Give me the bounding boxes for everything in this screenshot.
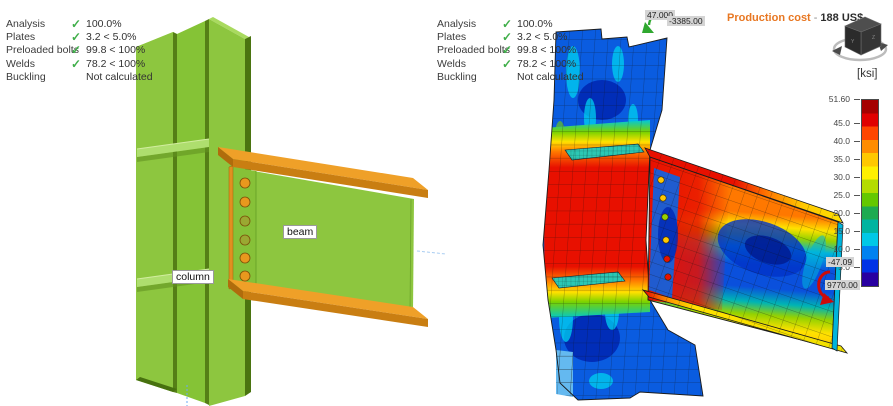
check-row-preloaded-bolts: Preloaded bolts ✓ 99.8 < 100% [437,44,584,57]
fea-column [542,28,704,401]
check-row-preloaded-bolts: Preloaded bolts ✓ 99.8 < 100% [6,44,153,57]
check-value: Not calculated [86,71,153,84]
legend-tick-mark [854,230,860,232]
annotation-reaction-value-2: 9770.00 [825,280,860,290]
production-cost-label: Production cost [727,12,811,24]
legend-tick-mark [854,212,860,214]
legend-tick-mark [854,176,860,178]
check-row-plates: Plates ✓ 3.2 < 5.0% [6,30,153,43]
legend-ticks: 51.6045.040.035.030.025.020.015.010.05.0… [820,60,893,310]
result-checklist-left: Analysis ✓ 100.0% Plates ✓ 3.2 < 5.0% Pr… [6,17,153,84]
beam-3d [218,147,446,327]
check-label: Buckling [6,71,46,84]
check-label: Analysis [437,17,477,30]
check-value: 99.8 < 100% [86,44,146,57]
check-label: Welds [437,57,466,70]
check-icon: ✓ [70,30,82,45]
legend-tick-label: 15.0 [833,225,850,236]
check-icon: ✓ [501,56,513,71]
check-label: Preloaded bolts [437,44,510,57]
check-icon: ✓ [70,43,82,58]
member-label-beam: beam [283,225,318,239]
check-value: 78.2 < 100% [86,57,146,70]
legend-tick-mark [854,122,860,124]
legend-tick-label: 20.0 [833,207,850,218]
legend-tick-mark [854,140,860,142]
bolt-row [239,177,251,282]
check-row-analysis: Analysis ✓ 100.0% [437,17,584,30]
view-cube-icon: Y Z [832,16,888,62]
legend-tick-mark [854,266,860,268]
check-label: Analysis [6,17,46,30]
view-cube[interactable]: Y Z [831,12,889,71]
check-row-buckling: Buckling Not calculated [6,71,153,84]
check-value: 3.2 < 5.0% [517,31,568,44]
column-3d [136,17,251,406]
check-row-buckling: Buckling Not calculated [437,71,584,84]
legend-tick-label: 40.0 [833,135,850,146]
check-icon: ✓ [501,16,513,31]
solid-model-3d [136,17,446,406]
member-label-column: column [172,270,214,284]
production-cost: Production cost -188 US$ [727,12,863,24]
check-value: 78.2 < 100% [517,57,577,70]
check-label: Plates [437,31,467,44]
check-row-welds: Welds ✓ 78.2 < 100% [6,57,153,70]
legend-tick-mark [854,194,860,196]
check-row-welds: Welds ✓ 78.2 < 100% [437,57,584,70]
check-value: 3.2 < 5.0% [86,31,137,44]
check-label: Preloaded bolts [6,44,79,57]
check-icon: ✓ [70,56,82,71]
check-label: Buckling [437,71,477,84]
legend-tick-mark [854,158,860,160]
legend-tick-label: 35.0 [833,153,850,164]
check-value: 100.0% [517,17,553,30]
legend-tick-label: 45.0 [833,117,850,128]
annotation-moment-value: 47.000 [645,10,675,20]
legend-tick-label: 30.0 [833,171,850,182]
production-cost-separator: - [813,12,818,24]
left-3d-viewport[interactable] [0,0,446,406]
stress-legend: [ksi] 51.60 45.0 40.0 35.0 30.0 25.0 20.0 15.0 1… [820,60,893,310]
check-value: 99.8 < 100% [517,44,577,57]
result-checklist-right: Analysis ✓ 100.0% Plates ✓ 3.2 < 5.0% Pr… [437,17,584,84]
check-value: 100.0% [86,17,122,30]
legend-tick-label: 51.60 [828,94,850,104]
check-icon: ✓ [70,16,82,31]
check-row-analysis: Analysis ✓ 100.0% [6,17,153,30]
svg-text:Z: Z [872,35,875,41]
check-label: Welds [6,57,35,70]
check-icon: ✓ [501,30,513,45]
check-row-plates: Plates ✓ 3.2 < 5.0% [437,30,584,43]
moment-arrow-bottom [817,270,834,305]
legend-tick-label: 25.0 [833,189,850,200]
legend-color-bar [861,99,879,287]
legend-tick-mark [854,248,860,250]
legend-tick-label: 10.0 [833,243,850,254]
legend-unit-label: [ksi] [857,68,878,80]
check-icon: ✓ [501,43,513,58]
check-value: Not calculated [517,71,584,84]
legend-tick-mark [854,99,860,100]
fea-bolt-row [657,176,672,281]
svg-text:Y: Y [851,39,855,45]
annotation-moment-value-2: -3385.00 [667,16,705,26]
annotation-reaction-value: -47.09 [826,257,855,267]
check-label: Plates [6,31,36,44]
production-cost-value: 188 US$ [820,12,864,24]
